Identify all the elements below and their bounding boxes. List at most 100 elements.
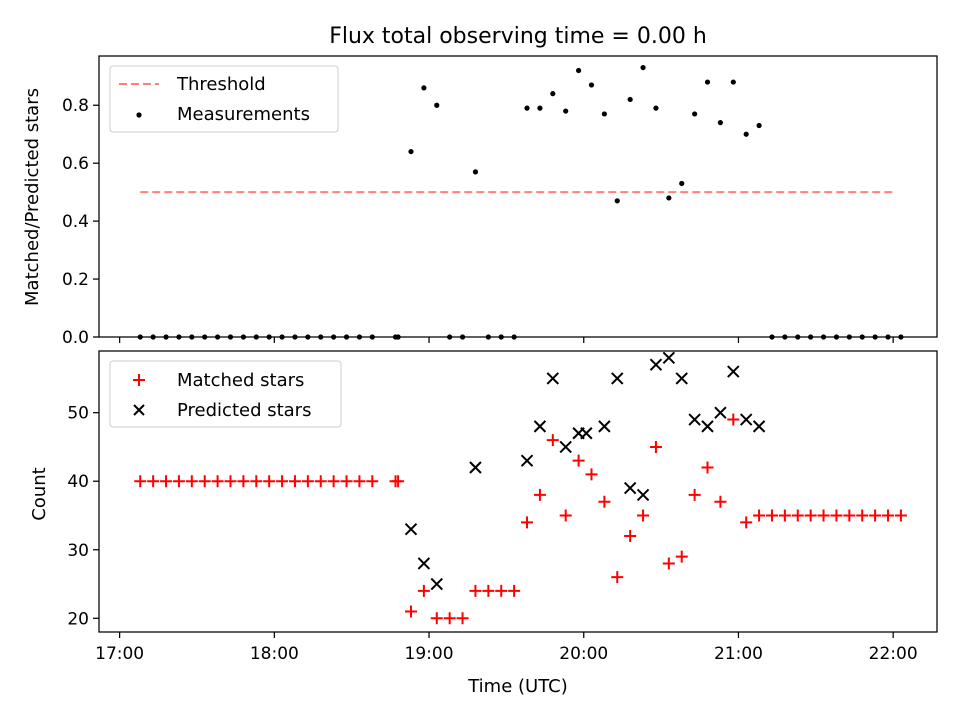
matched-stars-point — [637, 509, 650, 522]
top-y-tick-label: 0.4 — [62, 212, 89, 232]
top-legend: Threshold Measurements — [109, 65, 339, 133]
matched-stars-point — [688, 488, 701, 501]
measurements-point — [614, 198, 620, 204]
predicted-stars-point — [546, 372, 560, 385]
measurements-point — [575, 67, 582, 74]
measurements-point — [588, 82, 595, 88]
measurements-legend-label: Measurements — [177, 104, 310, 125]
predicted-stars-point — [430, 577, 443, 591]
matched-stars-point — [134, 475, 147, 488]
measurements-point — [434, 102, 440, 108]
matched-stars-legend-swatch — [133, 374, 145, 386]
measurements-point — [756, 122, 762, 129]
predicted-stars-point — [404, 522, 418, 536]
matched-stars-point — [185, 475, 198, 488]
matched-stars-point — [276, 475, 289, 488]
matched-stars-point — [366, 475, 379, 488]
bottom-legend: Matched stars Predicted stars — [109, 360, 342, 428]
matched-stars-point — [869, 509, 882, 522]
measurements-point — [421, 85, 427, 91]
x-tick-label: 18:00 — [250, 644, 299, 664]
matched-stars-point — [753, 509, 766, 522]
matched-stars-point — [598, 495, 611, 508]
predicted-stars-point — [701, 420, 714, 433]
measurements-point — [679, 180, 685, 187]
matched-stars-point — [211, 475, 224, 488]
matched-stars-point — [817, 509, 830, 522]
measurements-point — [666, 195, 672, 201]
predicted-stars-point — [598, 420, 611, 433]
matched-stars-point — [430, 612, 443, 625]
top-y-tick-label: 0.6 — [62, 154, 89, 174]
matched-stars-point — [791, 509, 804, 522]
matched-stars-point — [830, 509, 843, 522]
matched-stars-point — [392, 475, 405, 488]
matched-stars-point — [482, 584, 495, 597]
bottom-legend-box — [109, 360, 342, 428]
predicted-stars-point — [520, 454, 534, 467]
measurements-point — [550, 91, 556, 97]
predicted-stars-point — [688, 413, 701, 426]
matched-stars-point — [701, 461, 714, 474]
matched-stars-point — [417, 584, 430, 597]
x-tick-label: 20:00 — [559, 644, 608, 664]
predicted-stars-legend-label: Predicted stars — [177, 400, 311, 421]
matched-stars-point — [340, 475, 353, 488]
bottom-y-axis-label: Count — [29, 467, 50, 520]
measurements-point — [704, 79, 711, 85]
matched-stars-point — [495, 584, 508, 597]
matched-stars-point — [882, 509, 895, 522]
matched-stars-point — [778, 509, 791, 522]
predicted-stars-point — [636, 488, 650, 502]
measurements-point — [640, 64, 646, 71]
matched-stars-point — [404, 605, 417, 618]
matched-stars-point — [894, 509, 907, 522]
bottom-plot-frame — [98, 350, 938, 633]
matched-stars-point — [675, 550, 688, 563]
measurements-point — [627, 96, 633, 103]
predicted-stars-point — [611, 372, 624, 385]
predicted-stars-point — [727, 365, 740, 378]
matched-stars-point — [198, 475, 211, 488]
bottom-y-tick-label: 30 — [67, 541, 89, 561]
top-plot-frame — [98, 55, 938, 338]
predicted-stars-legend-swatch — [133, 404, 145, 416]
matched-stars-point — [843, 509, 856, 522]
matched-stars-point — [160, 475, 173, 488]
predicted-stars-point — [714, 406, 727, 419]
matched-stars-point — [469, 584, 482, 597]
bottom-y-tick-label: 50 — [67, 404, 89, 424]
top-y-tick-label: 0.0 — [62, 328, 89, 348]
matched-stars-point — [559, 509, 572, 522]
matched-stars-point — [327, 475, 340, 488]
matched-stars-point — [237, 475, 250, 488]
matched-stars-point — [649, 440, 662, 453]
matched-stars-point — [765, 509, 778, 522]
threshold-legend-label: Threshold — [176, 74, 266, 95]
matched-stars-legend-label: Matched stars — [177, 370, 304, 391]
matched-stars-point — [804, 509, 817, 522]
x-tick-label: 22:00 — [869, 644, 918, 664]
matched-stars-point — [662, 557, 675, 570]
matched-stars-point — [572, 454, 585, 467]
matched-stars-point — [147, 475, 160, 488]
x-tick-label: 17:00 — [95, 644, 144, 664]
matched-stars-point — [250, 475, 263, 488]
predicted-stars-point — [469, 461, 482, 474]
matched-stars-point — [288, 475, 301, 488]
measurements-point — [537, 105, 543, 111]
matched-stars-point — [456, 612, 469, 625]
measurements-point — [408, 148, 414, 155]
matched-stars-point — [301, 475, 314, 488]
predicted-stars-point — [623, 481, 637, 495]
matched-stars-point — [740, 516, 753, 529]
measurements-point — [472, 169, 479, 175]
predicted-stars-point — [649, 358, 663, 371]
matched-stars-point — [314, 475, 327, 488]
figure-title: Flux total observing time = 0.00 h — [329, 24, 707, 49]
predicted-stars-point — [580, 427, 593, 440]
measurements-point — [692, 111, 698, 117]
top-legend-box — [109, 65, 339, 133]
measurements-point — [601, 111, 607, 117]
predicted-stars-point — [559, 440, 572, 454]
